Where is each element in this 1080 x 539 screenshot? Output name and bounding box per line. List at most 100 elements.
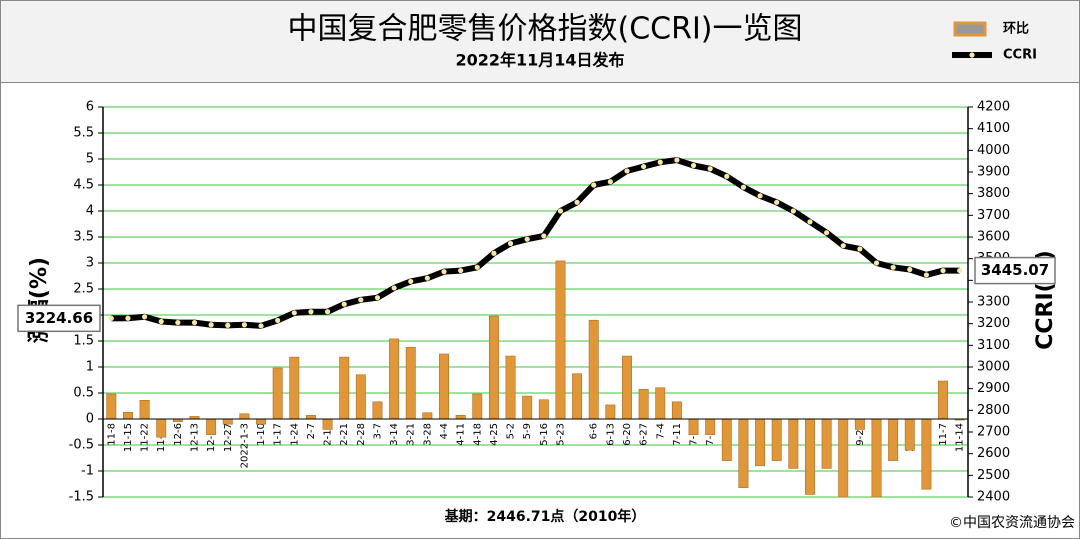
x-tick-label: 1-24	[289, 423, 300, 446]
bar	[322, 418, 333, 430]
x-tick-label: 7-11	[672, 423, 683, 446]
chart-title: 中国复合肥零售价格指数(CCRI)一览图	[288, 12, 803, 47]
bar	[638, 389, 649, 420]
legend-swatch-point	[969, 52, 975, 58]
bar	[888, 418, 899, 461]
x-tick-label: 4-25	[489, 423, 500, 446]
y-tick-label: 1	[86, 360, 94, 375]
y-tick-label: -0.5	[69, 438, 94, 453]
x-tick-label: 5-23	[555, 423, 566, 446]
y2-tick-label: 2600	[977, 446, 1010, 461]
line-point	[158, 318, 164, 325]
value-label: 3224.66	[25, 309, 93, 327]
x-tick-label: 11-22	[140, 423, 151, 452]
bar	[688, 418, 699, 435]
bar	[405, 346, 416, 420]
y2-tick-label: 2900	[977, 381, 1010, 396]
line-point	[291, 310, 297, 316]
line-point	[957, 267, 963, 274]
line-point	[824, 230, 830, 236]
bar	[122, 411, 133, 420]
line-point	[940, 267, 946, 274]
bar	[755, 418, 766, 467]
line-point	[391, 285, 397, 291]
footnote: 基期：2446.71点（2010年）	[445, 508, 646, 525]
line-point	[873, 260, 880, 266]
y-tick-label: 4	[86, 204, 94, 219]
source: ©中国农资流通协会	[949, 515, 1075, 531]
x-tick-label: 6-6	[589, 423, 600, 439]
bar	[921, 418, 932, 490]
x-tick-label: 1-17	[273, 423, 284, 446]
y-tick-label: 2.5	[73, 282, 94, 297]
legend-label: CCRI	[1003, 48, 1037, 63]
y-tick-label: 1.5	[73, 334, 94, 349]
x-tick-label: 6-20	[622, 423, 633, 446]
y2-tick-label: 3600	[977, 230, 1010, 245]
y2-tick-label: 3700	[977, 208, 1010, 223]
bar	[156, 418, 167, 438]
value-label: 3445.07	[981, 261, 1049, 279]
x-tick-label: 12-20	[206, 423, 217, 452]
bar	[239, 413, 250, 420]
x-tick-label: 2-14	[323, 423, 334, 446]
y-tick-label: 3.5	[73, 230, 94, 245]
line-point	[474, 264, 480, 270]
y2-tick-label: 3900	[977, 165, 1010, 180]
line	[111, 157, 960, 329]
bar	[821, 418, 832, 469]
line-point	[141, 314, 148, 320]
header	[0, 0, 1080, 83]
line-point	[175, 319, 181, 326]
legend-swatch	[953, 21, 987, 37]
y2-tick-label: 3000	[977, 360, 1010, 375]
x-tick-label: 9-26	[855, 423, 866, 446]
bar	[339, 356, 350, 420]
line-point	[341, 301, 347, 307]
line-point	[907, 266, 913, 273]
x-tick-label: 4-4	[439, 423, 450, 439]
line-point	[241, 322, 247, 328]
bar	[871, 418, 882, 498]
line-point	[724, 173, 730, 179]
bar	[671, 401, 682, 420]
line-point	[275, 317, 281, 324]
line-point	[191, 319, 198, 326]
y2-tick-label: 3300	[977, 295, 1010, 310]
bar	[838, 418, 849, 498]
y-tick-label: 6	[86, 100, 94, 115]
x-tick-label: 7-4	[655, 423, 666, 439]
bar	[355, 374, 366, 420]
line-point	[524, 236, 530, 242]
y2-tick-label: 2700	[977, 425, 1010, 440]
line-point	[690, 162, 697, 169]
line-point	[358, 297, 364, 303]
y-tick-label: 5	[86, 152, 94, 167]
line-point	[890, 264, 896, 270]
line-point	[591, 182, 597, 188]
line-point	[740, 184, 747, 190]
x-tick-label: 2-28	[356, 423, 367, 446]
bar	[139, 399, 150, 420]
line-point	[657, 159, 663, 165]
x-tick-label: 4-18	[472, 423, 483, 446]
bar	[721, 418, 732, 461]
bar	[439, 353, 449, 420]
line-point	[308, 309, 314, 315]
bar	[305, 415, 316, 420]
line-point	[374, 295, 381, 301]
x-tick-label: 2-21	[339, 423, 350, 446]
x-tick-label: 4-11	[456, 423, 467, 446]
chart-subtitle: 2022年11月14日发布	[455, 51, 624, 70]
line-point	[225, 322, 231, 328]
y-tick-label: 0	[86, 412, 94, 427]
y-tick-label: -1	[81, 464, 94, 479]
bar	[222, 418, 233, 425]
bar	[655, 387, 666, 420]
bar	[904, 418, 915, 451]
x-tick-label: 12-6	[173, 423, 184, 446]
line-point	[541, 233, 547, 239]
line-point	[857, 246, 863, 252]
bar	[455, 415, 466, 420]
